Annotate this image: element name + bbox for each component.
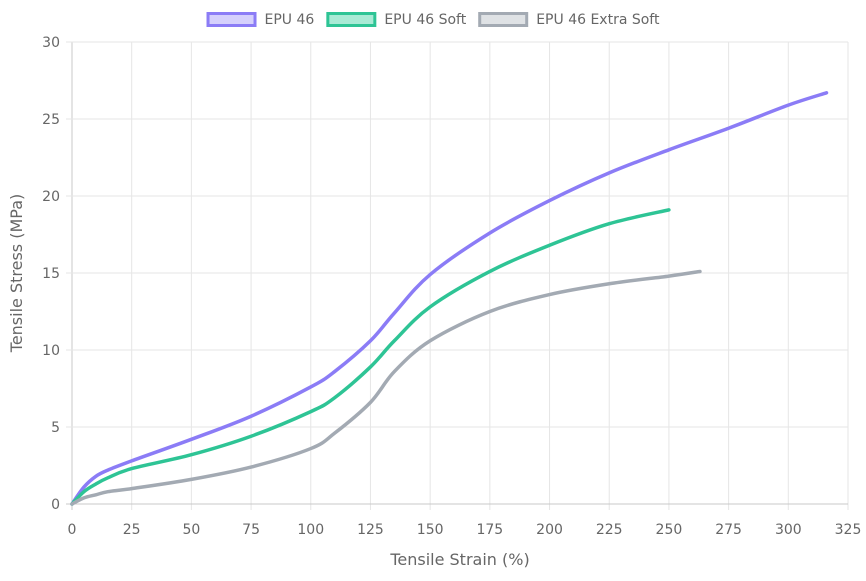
y-tick-label: 15	[42, 266, 60, 282]
x-tick-label: 150	[417, 522, 444, 538]
x-axis-title: Tensile Strain (%)	[389, 550, 529, 569]
x-tick-label: 200	[536, 522, 563, 538]
x-tick-label: 25	[123, 522, 141, 538]
y-tick-label: 20	[42, 189, 60, 205]
y-tick-label: 25	[42, 112, 60, 128]
axes: 0 25 50 75 100 125 150 175 200 225 250 275 300 325 0 5 1…	[42, 35, 861, 538]
series-line-epu-46-soft	[70, 208, 671, 506]
x-tick-label: 225	[596, 522, 623, 538]
x-tick-label: 325	[835, 522, 862, 538]
series-line-epu-46-extra-soft	[70, 269, 702, 506]
x-tick-label: 250	[656, 522, 683, 538]
y-tick-label: 10	[42, 343, 60, 359]
legend-label: EPU 46 Extra Soft	[536, 12, 660, 28]
legend[interactable]: EPU 46 EPU 46 Soft EPU 46 Extra Soft	[206, 12, 660, 28]
legend-item-epu-46-soft[interactable]: EPU 46 Soft	[326, 12, 467, 28]
series-lines	[70, 91, 829, 506]
x-tick-label: 0	[68, 522, 77, 538]
y-tick-label: 30	[42, 35, 60, 51]
y-tick-label: 0	[51, 497, 60, 513]
x-tick-label: 50	[182, 522, 200, 538]
series-line-epu-46	[70, 91, 829, 506]
y-axis-title: Tensile Stress (MPa)	[7, 194, 26, 353]
x-tick-label: 300	[775, 522, 802, 538]
x-tick-label: 100	[297, 522, 324, 538]
legend-swatch	[478, 12, 529, 27]
y-tick-label: 5	[51, 420, 60, 436]
legend-label: EPU 46 Soft	[384, 12, 466, 28]
x-tick-label: 275	[715, 522, 742, 538]
legend-swatch	[326, 12, 377, 27]
legend-item-epu-46[interactable]: EPU 46	[206, 12, 315, 28]
legend-item-epu-46-extra-soft[interactable]: EPU 46 Extra Soft	[478, 12, 660, 28]
legend-swatch	[206, 12, 257, 27]
x-tick-label: 75	[242, 522, 260, 538]
legend-label: EPU 46	[265, 12, 315, 28]
x-tick-label: 175	[476, 522, 503, 538]
x-tick-label: 125	[357, 522, 384, 538]
grid	[66, 41, 849, 510]
